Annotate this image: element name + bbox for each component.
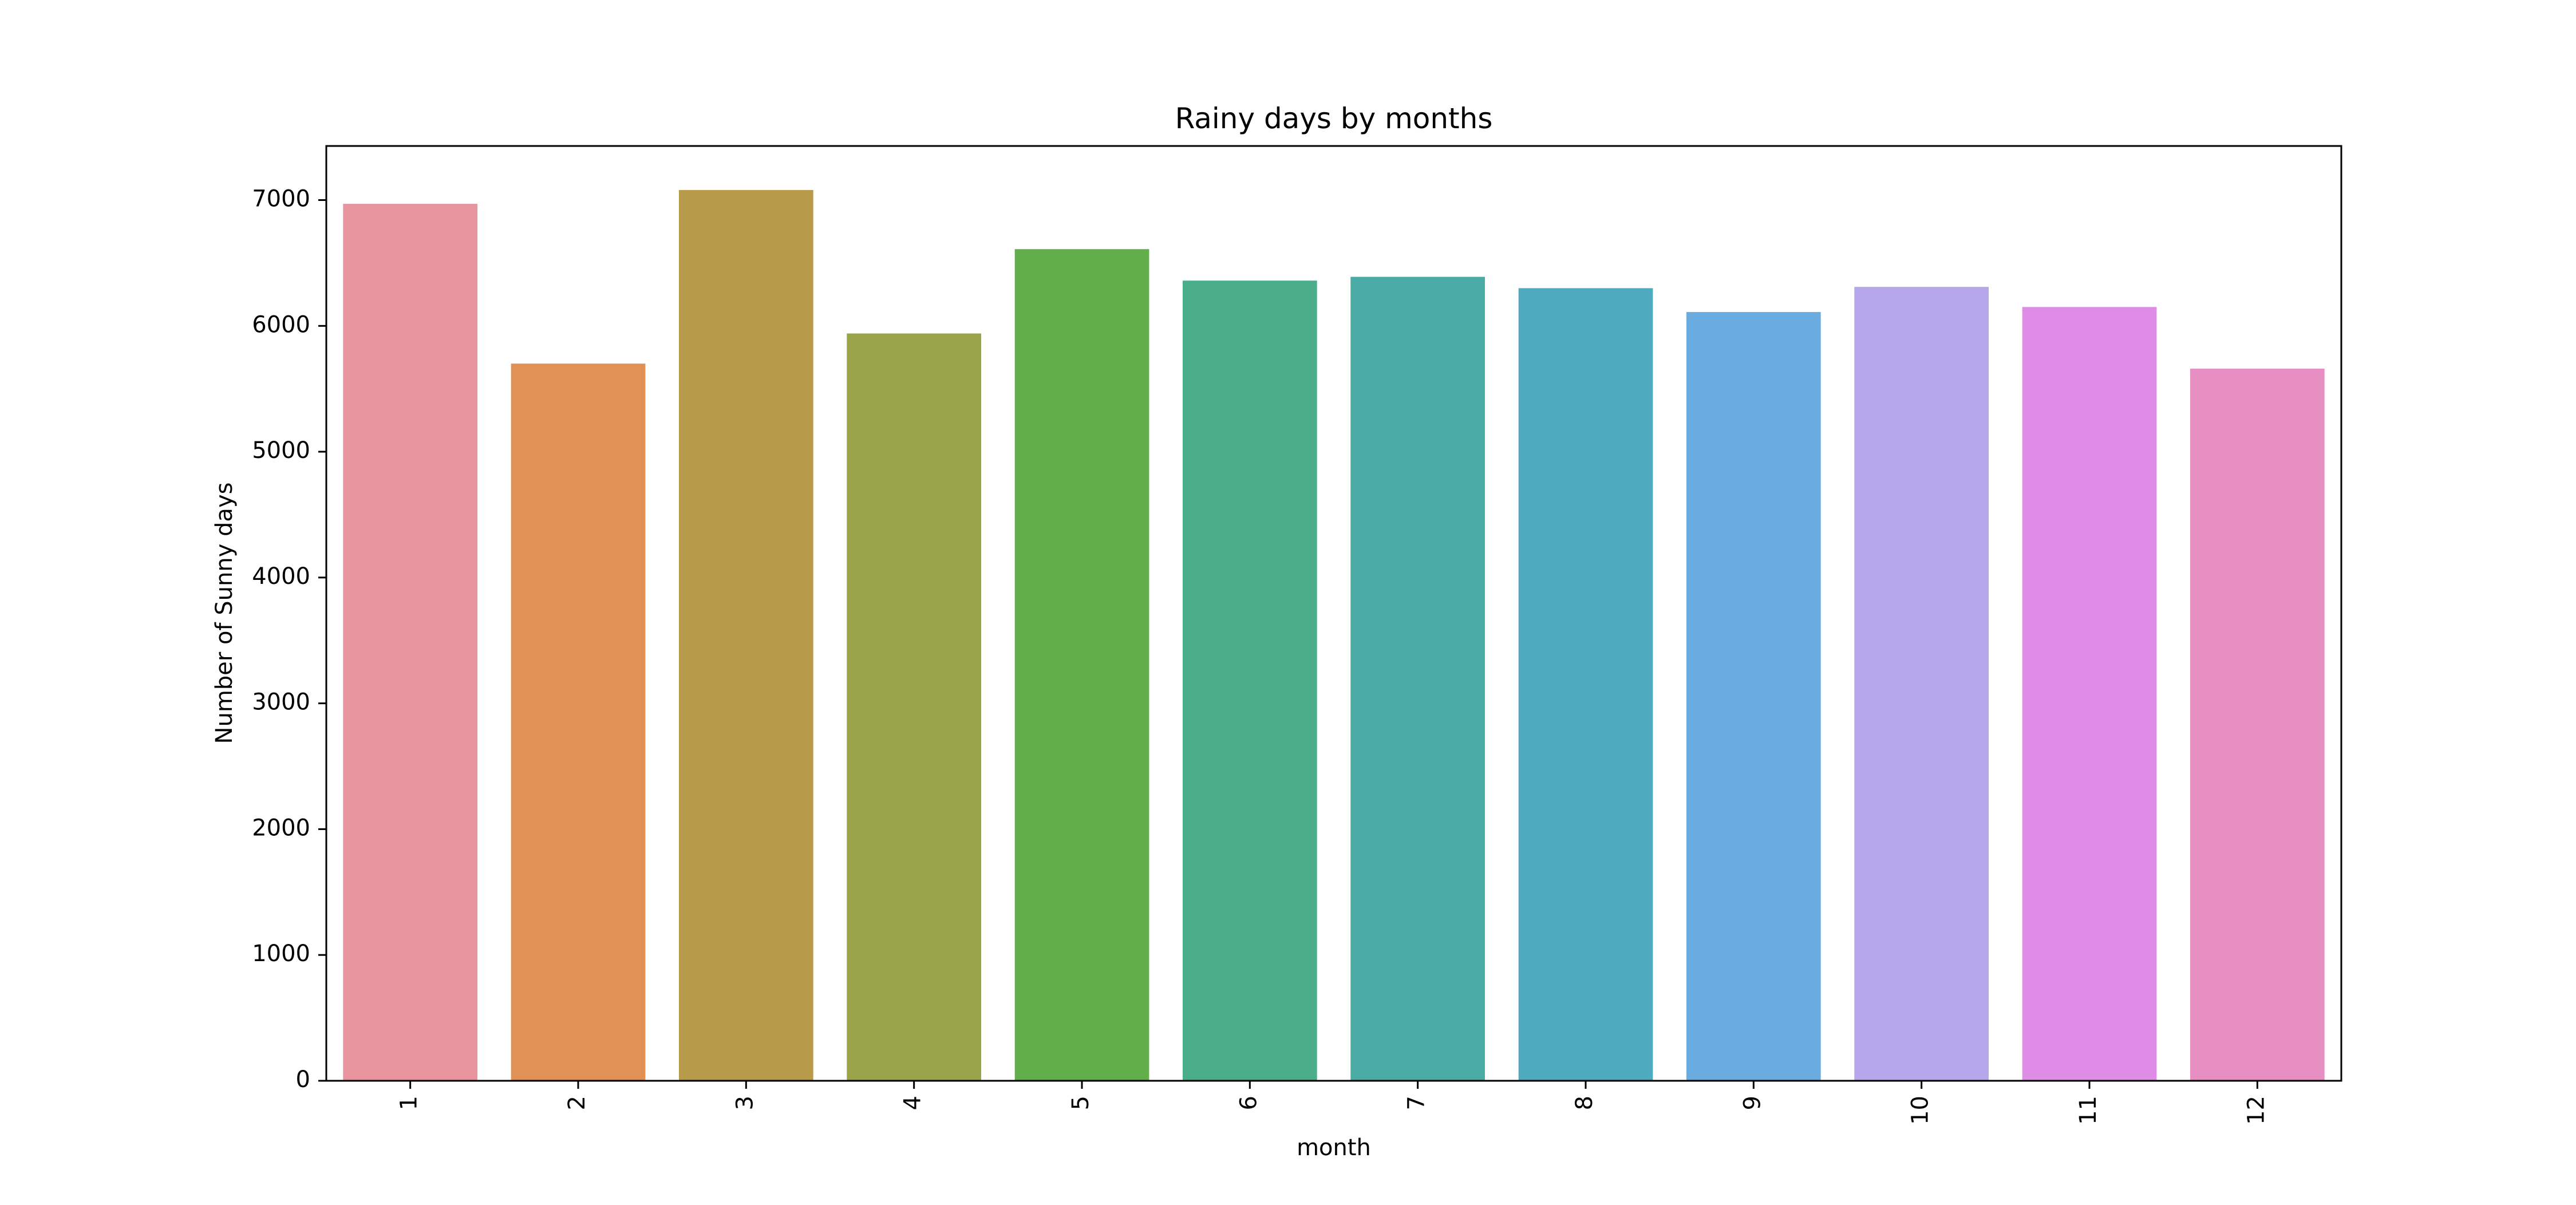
- x-tick-label: 7: [1404, 1096, 1430, 1110]
- y-tick-label: 5000: [252, 437, 310, 464]
- y-axis-label: Number of Sunny days: [211, 483, 238, 744]
- x-tick-label: 9: [1739, 1096, 1765, 1110]
- bar-month-10: [1854, 287, 1989, 1081]
- x-tick-label: 5: [1068, 1096, 1094, 1110]
- x-tick-label: 10: [1907, 1096, 1934, 1125]
- x-tick-label: 3: [732, 1096, 758, 1110]
- x-axis-label: month: [1297, 1135, 1371, 1161]
- bar-month-11: [2022, 307, 2157, 1081]
- bar-month-1: [343, 204, 477, 1081]
- x-tick-label: 4: [900, 1096, 926, 1110]
- bar-month-12: [2190, 369, 2325, 1081]
- x-axis: 1 2 3 4 5 6 7 8 9 10 11 12: [396, 1081, 2269, 1125]
- bar-month-3: [679, 189, 813, 1081]
- bar-month-5: [1014, 249, 1149, 1081]
- y-tick-label: 3000: [252, 689, 310, 716]
- bar-month-7: [1350, 276, 1485, 1081]
- y-tick-label: 2000: [252, 815, 310, 841]
- chart-title: Rainy days by months: [1175, 102, 1493, 135]
- x-tick-label: 11: [2075, 1096, 2101, 1125]
- bars-layer: [343, 189, 2325, 1081]
- x-tick-label: 1: [396, 1096, 422, 1110]
- x-tick-label: 2: [564, 1096, 590, 1110]
- bar-month-4: [847, 333, 981, 1081]
- y-axis: 0 1000 2000 3000 4000 5000 6000 7000: [252, 186, 326, 1093]
- bar-month-2: [511, 364, 646, 1081]
- x-tick-label: 6: [1235, 1096, 1262, 1110]
- bar-month-6: [1183, 280, 1317, 1081]
- y-tick-label: 1000: [252, 941, 310, 967]
- y-tick-label: 6000: [252, 311, 310, 338]
- x-tick-label: 8: [1571, 1096, 1598, 1110]
- x-tick-label: 12: [2243, 1096, 2269, 1125]
- y-tick-label: 0: [296, 1066, 310, 1093]
- bar-month-9: [1686, 312, 1821, 1081]
- bar-month-8: [1518, 288, 1653, 1081]
- y-tick-label: 7000: [252, 186, 310, 212]
- plot-frame: [325, 145, 2342, 1082]
- y-tick-label: 4000: [252, 563, 310, 590]
